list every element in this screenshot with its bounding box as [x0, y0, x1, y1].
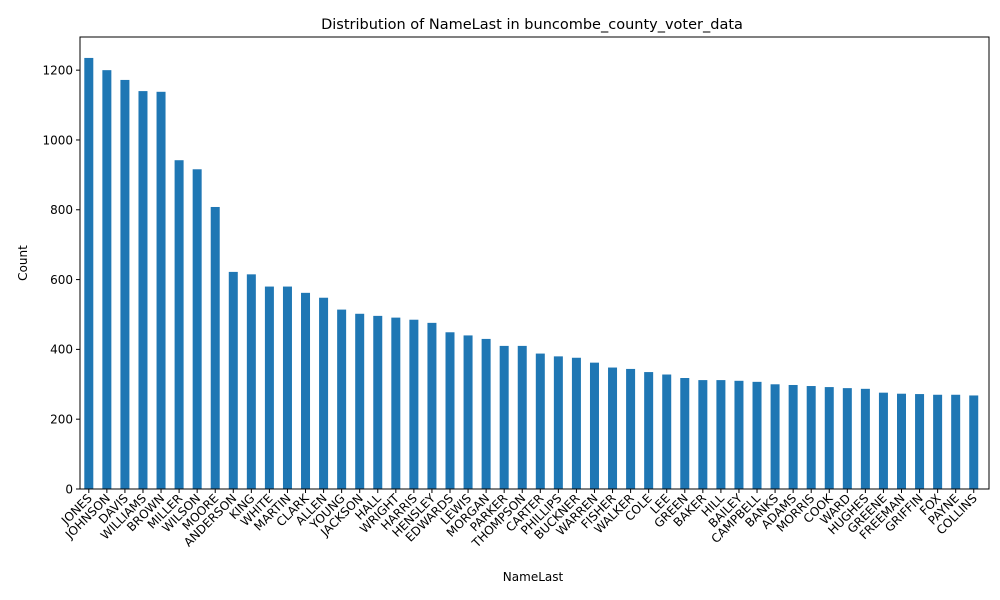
bar-hughes	[860, 388, 870, 489]
bar-jones	[84, 57, 94, 489]
bar-davis	[120, 79, 130, 490]
y-axis: 0 200 400 600 800 1000 1200	[42, 63, 80, 496]
y-tick-label: 0	[65, 482, 73, 496]
bar-johnson	[102, 70, 112, 489]
bar-green	[680, 378, 690, 489]
bar-ward	[842, 388, 852, 489]
bar-greene	[878, 392, 888, 489]
bar-cole	[644, 372, 654, 489]
bar-fisher	[608, 367, 618, 489]
bar-jackson	[355, 313, 365, 489]
bar-williams	[138, 91, 148, 489]
bar-payne	[951, 394, 961, 489]
bar-bailey	[734, 380, 744, 489]
chart-title: Distribution of NameLast in buncombe_cou…	[321, 17, 743, 33]
bar-freeman	[897, 393, 906, 489]
bar-morris	[806, 386, 816, 489]
y-tick-label: 200	[50, 412, 73, 426]
bar-morgan	[481, 338, 491, 489]
bar-cook	[824, 387, 834, 489]
y-tick-label: 800	[50, 203, 73, 217]
y-tick-label: 600	[50, 273, 73, 287]
bar-hill	[716, 380, 726, 489]
bar-parker	[499, 345, 509, 489]
bar-hensley	[427, 322, 437, 489]
bar-wright	[391, 317, 401, 489]
bar-hall	[373, 315, 383, 489]
bars-group	[84, 57, 979, 490]
x-axis-label: NameLast	[503, 570, 564, 584]
bar-moore	[210, 206, 220, 490]
bar-lewis	[463, 335, 473, 489]
y-tick-label: 400	[50, 343, 73, 357]
bar-brown	[156, 91, 166, 490]
bar-collins	[969, 395, 979, 489]
bar-martin	[282, 286, 292, 489]
bar-harris	[409, 319, 419, 489]
bar-buckner	[571, 357, 581, 489]
bar-king	[246, 274, 256, 489]
y-axis-label: Count	[16, 245, 30, 281]
y-tick-label: 1200	[42, 63, 73, 77]
bar-edwards	[445, 332, 455, 489]
bar-campbell	[752, 381, 762, 489]
bar-thompson	[517, 345, 527, 489]
bar-warren	[589, 362, 599, 489]
bar-clark	[301, 292, 311, 489]
bar-white	[264, 286, 274, 489]
bar-wilson	[192, 169, 202, 489]
bar-baker	[698, 380, 708, 489]
bar-adams	[788, 384, 798, 489]
bar-miller	[174, 160, 184, 489]
bar-anderson	[228, 271, 238, 489]
bar-young	[337, 309, 347, 489]
bar-banks	[770, 384, 780, 489]
bar-allen	[319, 297, 329, 489]
bar-fox	[933, 394, 943, 489]
bar-griffin	[915, 394, 925, 489]
bar-walker	[626, 368, 636, 489]
y-tick-label: 1000	[42, 133, 73, 147]
x-axis: JONESJOHNSONDAVISWILLIAMSBROWNMILLERWILS…	[58, 489, 980, 551]
bar-lee	[662, 374, 672, 489]
plot-frame	[79, 36, 990, 490]
bar-carter	[535, 353, 545, 489]
bar-phillips	[553, 356, 563, 489]
